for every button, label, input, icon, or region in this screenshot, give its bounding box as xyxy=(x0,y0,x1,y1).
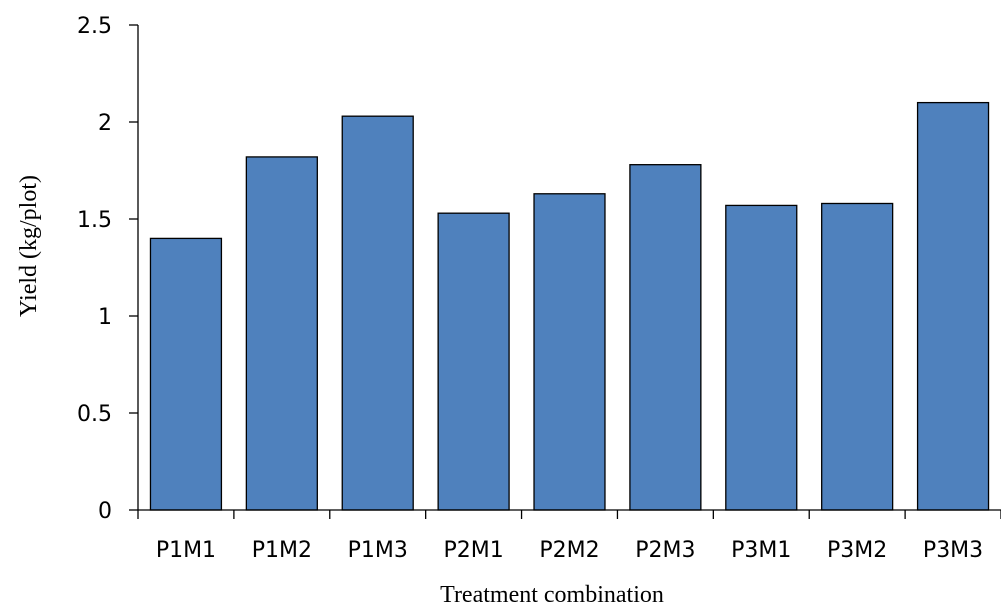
bar-p3m1 xyxy=(725,204,798,511)
x-tick-label: P3M1 xyxy=(731,538,791,563)
x-tick-label: P3M3 xyxy=(923,538,983,563)
x-tick-label: P1M2 xyxy=(252,538,312,563)
y-tick-label: 1.5 xyxy=(77,208,112,233)
bar-p1m2 xyxy=(245,156,318,511)
x-tick-label: P1M3 xyxy=(348,538,408,563)
x-tick-label: P2M3 xyxy=(635,538,695,563)
bar-p3m2 xyxy=(821,202,894,511)
y-tick-label: 2 xyxy=(98,111,112,136)
x-axis-title: Treatment combination xyxy=(440,582,664,608)
y-axis-title: Yield (kg/plot) xyxy=(16,175,42,317)
x-tick-label: P2M1 xyxy=(443,538,503,563)
x-tick-label: P2M2 xyxy=(539,538,599,563)
y-tick-label: 1 xyxy=(98,305,112,330)
x-tick-label: P1M1 xyxy=(156,538,216,563)
bar-p2m2 xyxy=(533,193,606,511)
bar-p2m3 xyxy=(629,164,702,511)
y-tick-label: 0.5 xyxy=(77,402,112,427)
y-ticks-group: 0 0.5 1 1.5 2 2.5 xyxy=(77,14,138,524)
bar-p2m1 xyxy=(437,212,510,511)
bar-p1m3 xyxy=(341,115,414,511)
x-tick-label: P3M2 xyxy=(827,538,887,563)
x-ticks-group: P1M1 P1M2 P1M3 P2M1 P2M2 P2M3 P3M1 P3M2 P3M3 xyxy=(137,510,1001,563)
bar-p1m1 xyxy=(149,237,223,511)
bars-group xyxy=(149,101,990,511)
y-tick-label: 0 xyxy=(98,499,112,524)
bar-p3m3 xyxy=(916,101,990,511)
y-tick-label: 2.5 xyxy=(77,14,112,39)
